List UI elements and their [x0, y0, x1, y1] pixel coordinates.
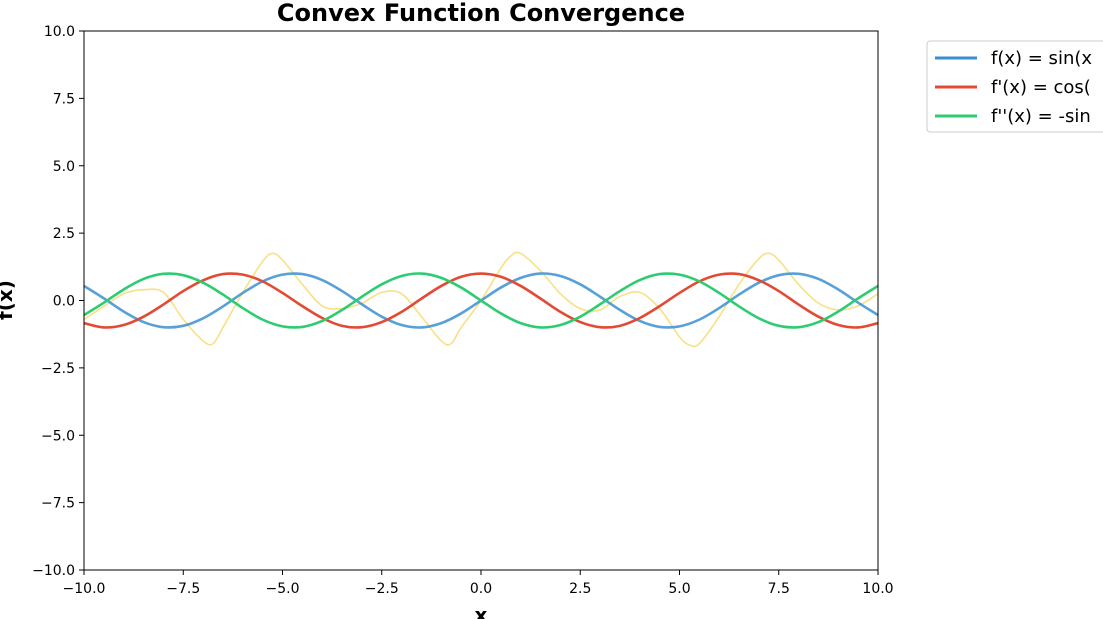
x-tick-label: 10.0: [862, 581, 893, 597]
y-tick-label: 10.0: [44, 24, 75, 40]
legend-label-2: f'(x) = cos(: [991, 77, 1091, 98]
legend: f(x) = sin(x f'(x) = cos( f''(x) = -sin: [926, 40, 1103, 133]
y-tick-label: 2.5: [53, 226, 75, 242]
x-axis-ticks: −10.0 −7.5 −5.0 −2.5 0.0 2.5 5.0 7.5 10.0: [63, 570, 894, 597]
series-layer: [83, 251, 879, 348]
y-tick-label: 7.5: [53, 91, 75, 107]
x-tick-label: 5.0: [668, 581, 690, 597]
x-tick-label: 0.0: [470, 581, 492, 597]
x-tick-label: −7.5: [166, 581, 200, 597]
chart-title: Convex Function Convergence: [277, 0, 685, 27]
y-tick-label: 5.0: [53, 159, 75, 175]
series-line-2: [83, 272, 879, 329]
x-tick-label: −10.0: [63, 581, 106, 597]
x-axis-label: x: [475, 603, 488, 619]
y-tick-label: 0.0: [53, 294, 75, 310]
y-axis-ticks: −10.0 −7.5 −5.0 −2.5 0.0 2.5 5.0 7.5 10.0: [32, 24, 84, 579]
legend-items: f(x) = sin(x f'(x) = cos( f''(x) = -sin: [935, 48, 1092, 127]
x-tick-label: −2.5: [365, 581, 399, 597]
legend-label-3: f''(x) = -sin: [991, 106, 1091, 127]
x-tick-label: 7.5: [768, 581, 790, 597]
legend-label-1: f(x) = sin(x: [991, 48, 1092, 69]
series-line-3: [83, 272, 879, 329]
legend-frame: [926, 40, 1103, 133]
y-axis-label: f(x): [0, 280, 17, 320]
y-tick-label: −5.0: [41, 428, 75, 444]
x-tick-label: −5.0: [266, 581, 300, 597]
y-tick-label: −7.5: [41, 496, 75, 512]
x-tick-label: 2.5: [569, 581, 591, 597]
y-tick-label: −2.5: [41, 361, 75, 377]
y-tick-label: −10.0: [32, 563, 75, 579]
